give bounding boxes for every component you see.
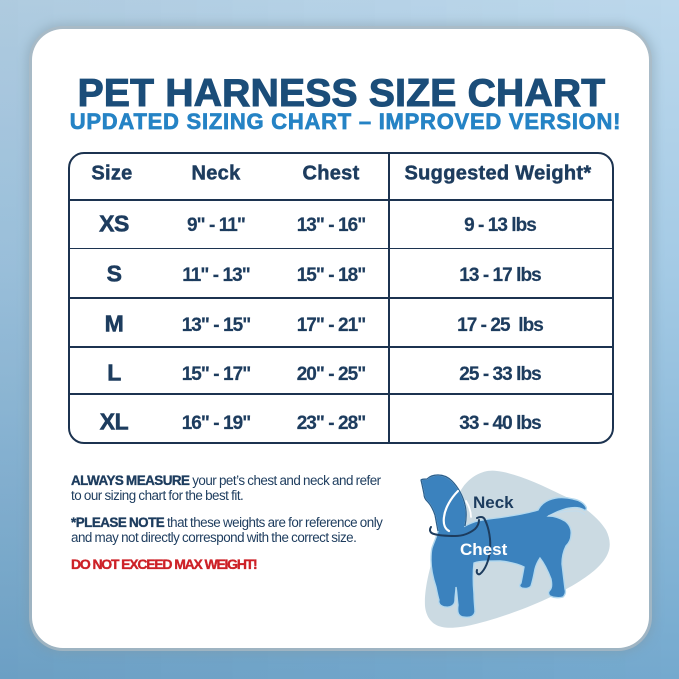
svg-text:Chest: Chest	[460, 540, 508, 559]
svg-text:Neck: Neck	[473, 493, 514, 512]
